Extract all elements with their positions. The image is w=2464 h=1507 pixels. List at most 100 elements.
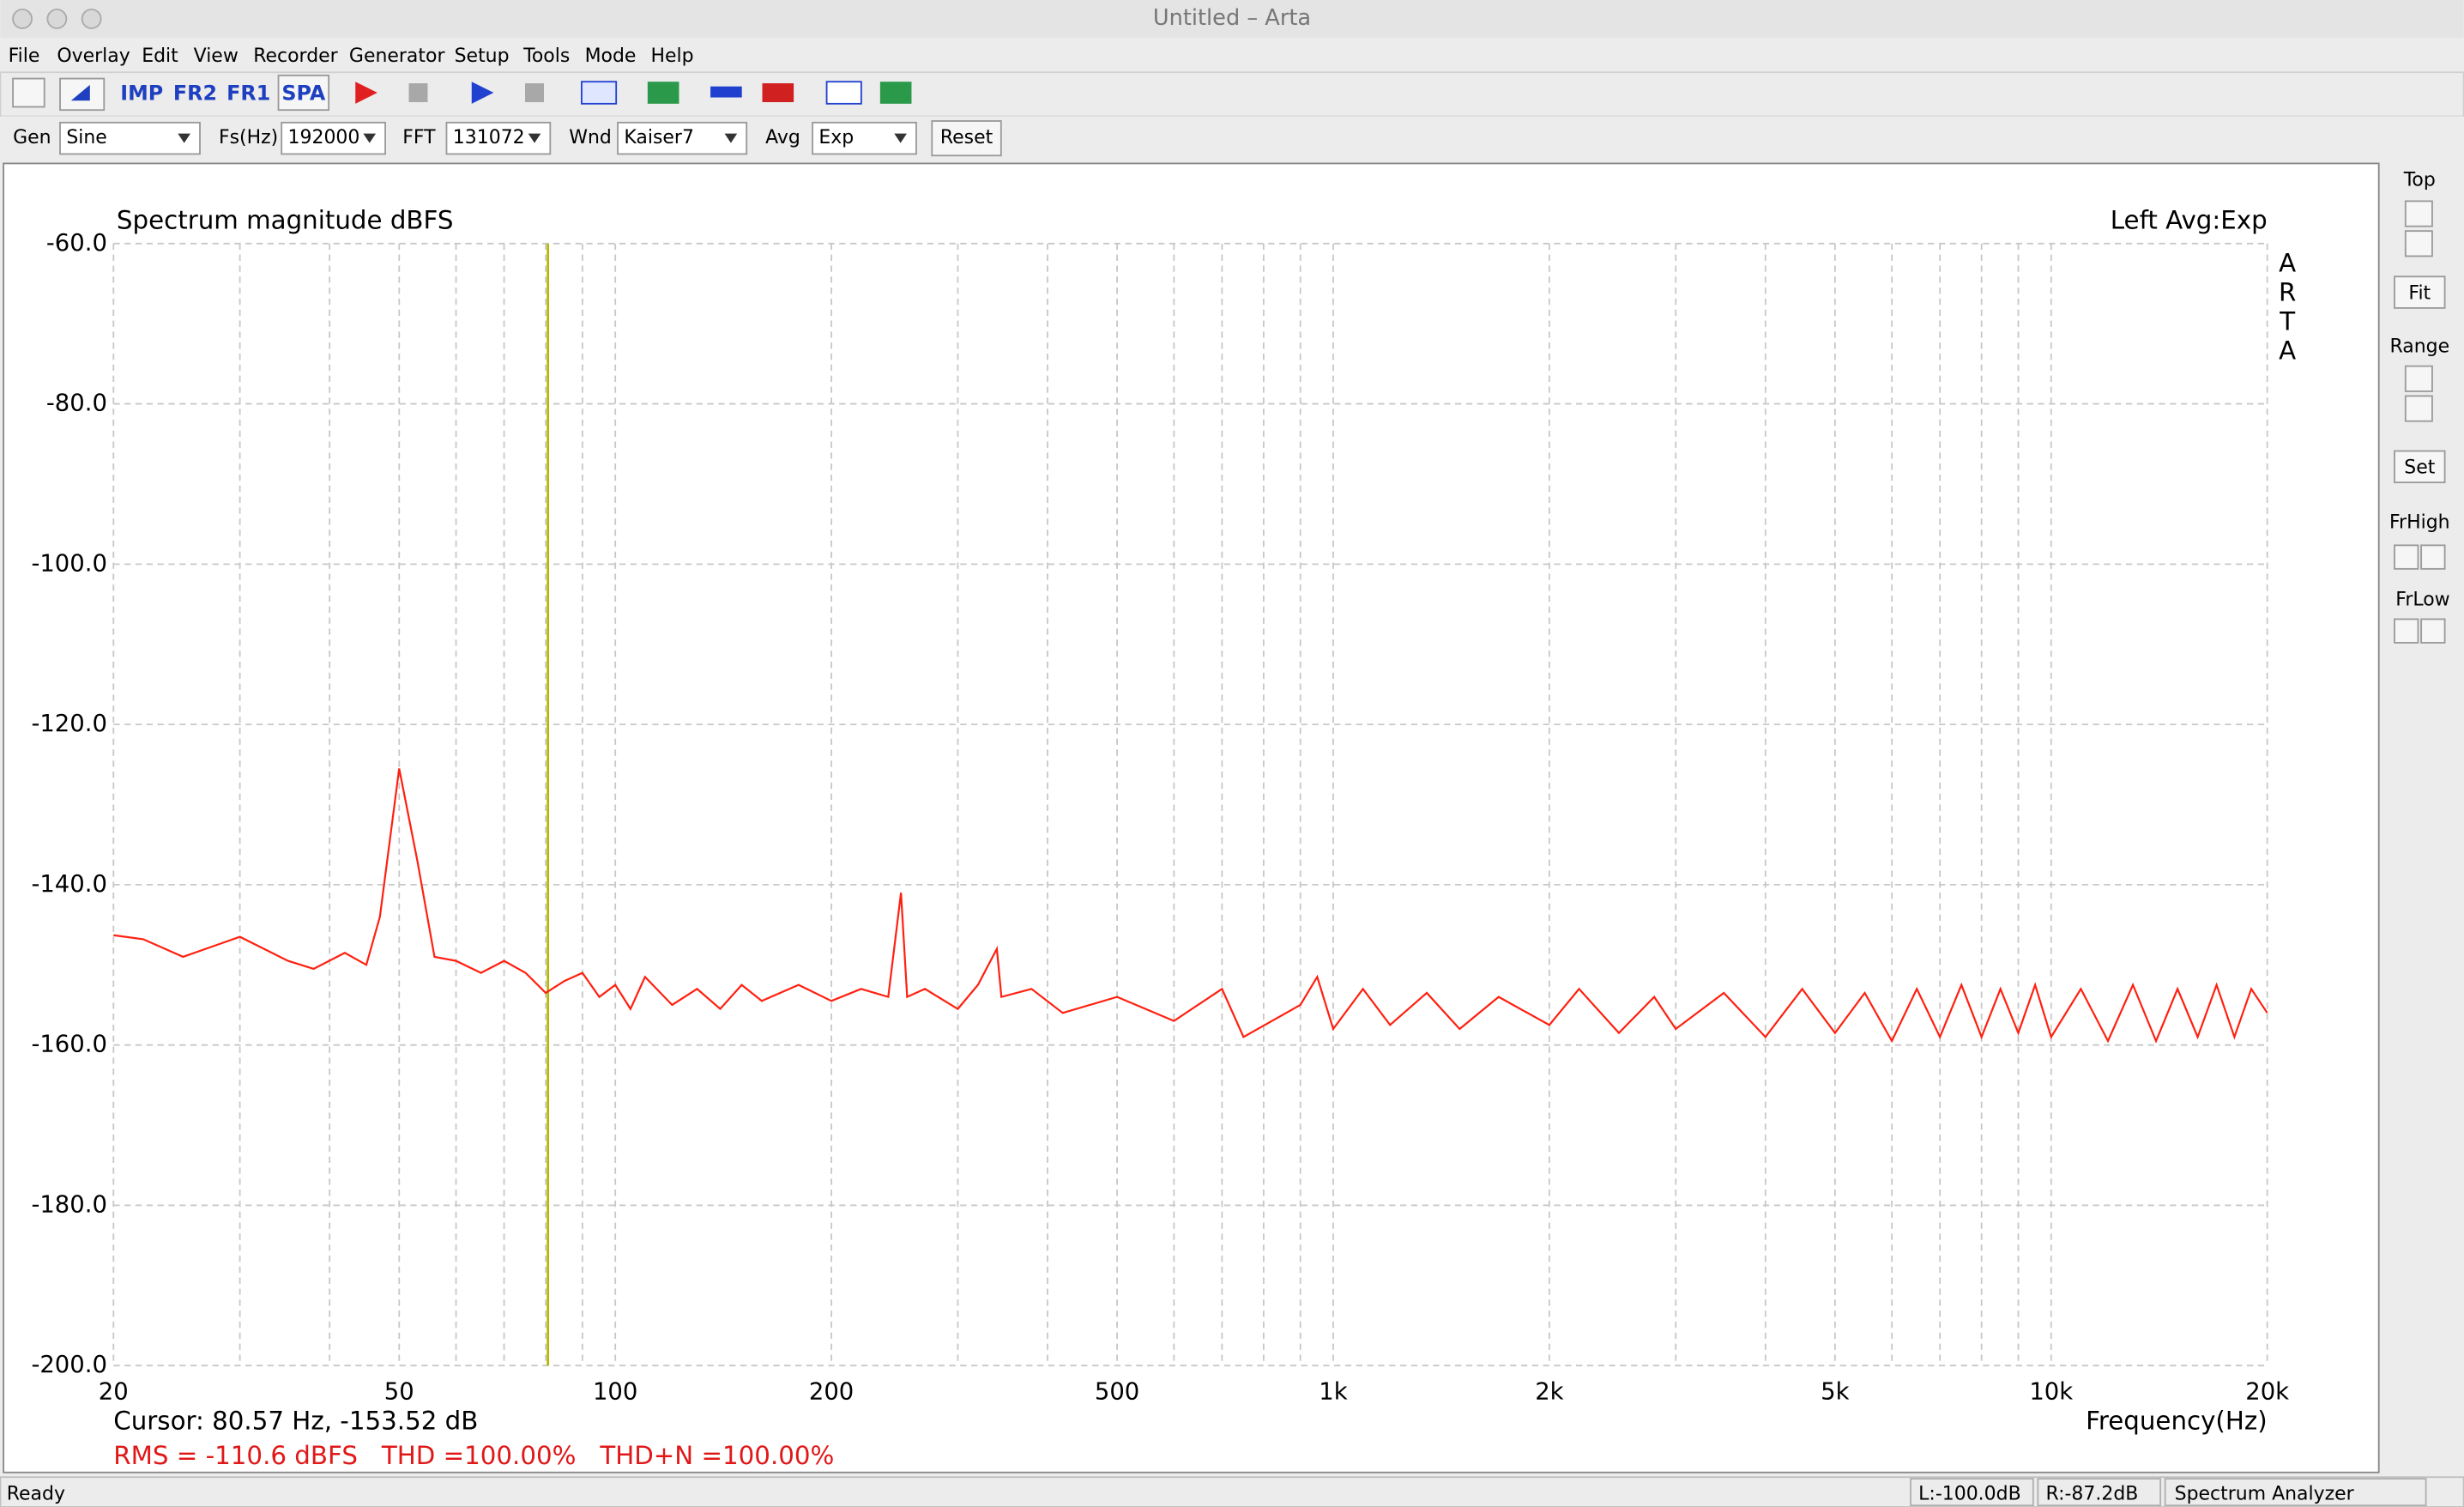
stop-button[interactable] [408, 83, 428, 103]
title-bar [0, 0, 2464, 38]
controls-bar [0, 116, 2464, 160]
x-tick-label: 2k [1535, 1378, 1563, 1405]
spa-button[interactable]: SPA [281, 81, 325, 105]
y-tick-label: -160.0 [31, 1032, 107, 1058]
y-tick-label: -180.0 [31, 1191, 107, 1218]
channel-label: Left Avg:Exp [2111, 206, 2268, 235]
x-tick-label: 10k [2029, 1378, 2073, 1405]
menu-item[interactable]: File [9, 45, 40, 67]
label: FrHigh [2389, 512, 2450, 534]
wnd-select[interactable] [617, 121, 748, 155]
top-down[interactable] [2404, 230, 2433, 257]
select-value: Sine [66, 127, 107, 148]
x-tick-label: 500 [1095, 1378, 1139, 1405]
status-cell [2037, 1478, 2162, 1507]
button-label: Reset [940, 127, 993, 148]
select-value: 131072 [453, 127, 525, 148]
menu-item[interactable]: Recorder [253, 45, 338, 67]
set-button[interactable] [2394, 450, 2446, 484]
imp-button[interactable]: IMP [120, 81, 163, 105]
y-tick-label: -80.0 [46, 390, 107, 417]
button-label: Set [2404, 457, 2435, 479]
scope2-button[interactable] [879, 82, 912, 104]
status-cell [2164, 1478, 2427, 1507]
status-text: Ready [7, 1483, 65, 1504]
menu-item[interactable]: Tools [522, 45, 570, 67]
menu-item[interactable]: Help [651, 45, 694, 67]
fr2-button[interactable]: FR2 [173, 81, 217, 105]
new-button[interactable] [12, 77, 45, 108]
spa-frame [277, 74, 330, 112]
x-tick-label: 200 [809, 1378, 854, 1405]
window-title: Untitled – Arta [1153, 5, 1311, 31]
button-label: Fit [2408, 282, 2431, 304]
watermark: ARTA [2273, 248, 2302, 365]
label: Fs(Hz) [219, 127, 278, 148]
x-tick-label: 100 [593, 1378, 637, 1405]
chart-title: Spectrum magnitude dBFS [117, 206, 453, 235]
label: FFT [402, 127, 436, 148]
frlow-left[interactable] [2394, 618, 2419, 644]
stop-button[interactable] [525, 83, 544, 103]
minimize-button[interactable] [46, 9, 68, 29]
select-value: Kaiser7 [624, 127, 694, 148]
chart: 20 50 100 200 500 1k 2k 5k 10k 20k -60.0 -80.0 -100.… [31, 230, 2289, 1406]
stats-readout: RMS = -110.6 dBFS THD =100.00% THD+N =10… [113, 1441, 834, 1470]
close-button[interactable] [12, 9, 33, 29]
label: Gen [13, 127, 51, 148]
spectrum-line [113, 768, 2268, 1044]
probe-button[interactable] [710, 86, 742, 98]
plot-panel [3, 162, 2380, 1474]
menu: File Overlay Edit View Recorder Generator Setu… [9, 45, 694, 67]
fit-button[interactable] [2394, 275, 2446, 309]
x-tick-label: 1k [1319, 1378, 1347, 1405]
play-button[interactable] [471, 82, 494, 104]
range-up[interactable] [2404, 365, 2433, 392]
frlow-right[interactable] [2420, 618, 2446, 644]
label: Wnd [569, 127, 612, 148]
meter-button[interactable] [762, 83, 794, 103]
cursor-readout: Cursor: 80.57 Hz, -153.52 dB [113, 1407, 478, 1436]
y-tick-label: -60.0 [46, 230, 107, 257]
graph-button[interactable] [647, 82, 679, 104]
x-tick-label: 50 [384, 1378, 414, 1405]
record-button[interactable] [355, 82, 377, 104]
scope-button[interactable] [825, 81, 862, 105]
label: Avg [765, 127, 800, 148]
y-tick-label: -120.0 [31, 711, 107, 737]
status-cell [1910, 1478, 2034, 1507]
y-tick-label: -100.0 [31, 550, 107, 577]
menu-item[interactable]: Generator [349, 45, 446, 67]
menu-item[interactable]: Edit [142, 45, 178, 67]
y-tick-label: -200.0 [31, 1352, 107, 1378]
fr1-button[interactable]: FR1 [226, 81, 270, 105]
reset-button[interactable] [931, 120, 1002, 157]
x-axis-label: Frequency(Hz) [2086, 1407, 2268, 1436]
abc-button[interactable] [581, 81, 618, 105]
menu-item[interactable]: Overlay [57, 45, 130, 67]
dropdown-arrows [178, 133, 907, 143]
zoom-button[interactable] [81, 9, 102, 29]
x-tick-label: 20k [2245, 1378, 2289, 1405]
label: Range [2389, 336, 2449, 358]
range-down[interactable] [2404, 395, 2433, 422]
status-text: Spectrum Analyzer [2175, 1483, 2355, 1504]
menu-item[interactable]: Setup [455, 45, 510, 67]
status-text: L:-100.0dB [1918, 1483, 2020, 1504]
x-tick-label: 20 [99, 1378, 129, 1405]
menu-bar [0, 37, 2464, 73]
gen-select[interactable] [59, 121, 201, 155]
status-text: R:-87.2dB [2045, 1483, 2138, 1504]
select-value: 192000 [288, 127, 360, 148]
frhigh-right[interactable] [2420, 544, 2446, 570]
top-up[interactable] [2404, 200, 2433, 227]
menu-item[interactable]: Mode [585, 45, 637, 67]
status-bar [0, 1476, 2464, 1507]
menu-item[interactable]: View [194, 45, 239, 67]
x-tick-label: 5k [1821, 1378, 1849, 1405]
frhigh-left[interactable] [2394, 544, 2419, 570]
side-panel [2382, 163, 2461, 1473]
label: FrLow [2395, 589, 2449, 610]
y-tick-label: -140.0 [31, 871, 107, 898]
